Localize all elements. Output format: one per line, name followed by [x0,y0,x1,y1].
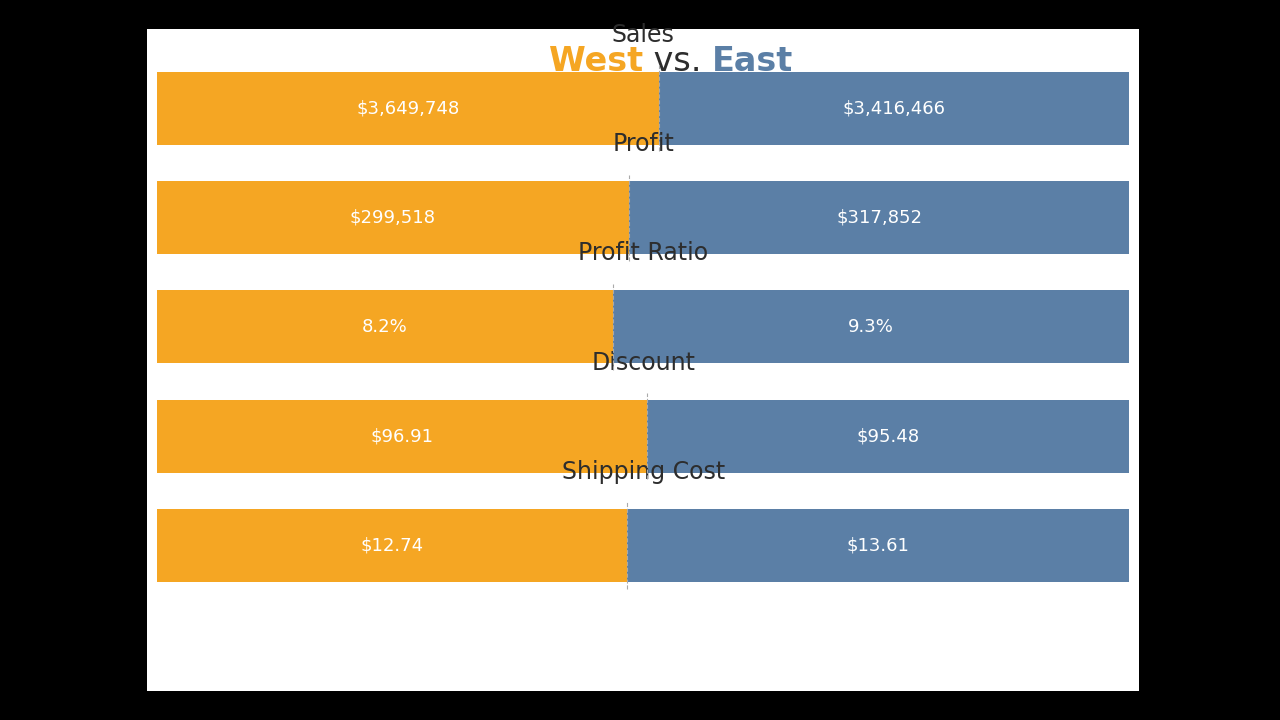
Text: Profit: Profit [612,132,675,156]
Text: $12.74: $12.74 [361,536,424,554]
FancyBboxPatch shape [628,181,1129,254]
FancyBboxPatch shape [627,509,1129,582]
Text: $3,649,748: $3,649,748 [357,99,460,117]
FancyBboxPatch shape [157,509,627,582]
Text: Profit Ratio: Profit Ratio [579,241,708,265]
Text: $96.91: $96.91 [370,427,434,445]
FancyBboxPatch shape [157,181,628,254]
Text: $13.61: $13.61 [847,536,910,554]
Text: Sales: Sales [612,23,675,47]
Text: 9.3%: 9.3% [849,318,893,336]
Text: Shipping Cost: Shipping Cost [562,460,724,484]
FancyBboxPatch shape [613,290,1129,364]
Text: West: West [549,45,644,78]
FancyBboxPatch shape [157,290,613,364]
Text: vs.: vs. [644,45,713,78]
Text: 8.2%: 8.2% [362,318,408,336]
Text: $95.48: $95.48 [856,427,919,445]
Text: $3,416,466: $3,416,466 [842,99,946,117]
FancyBboxPatch shape [646,400,1129,472]
Text: $299,518: $299,518 [349,209,436,227]
FancyBboxPatch shape [157,400,646,472]
FancyBboxPatch shape [659,72,1129,145]
FancyBboxPatch shape [157,72,659,145]
Text: $317,852: $317,852 [836,209,922,227]
Text: East: East [713,45,794,78]
Text: Discount: Discount [591,351,695,374]
